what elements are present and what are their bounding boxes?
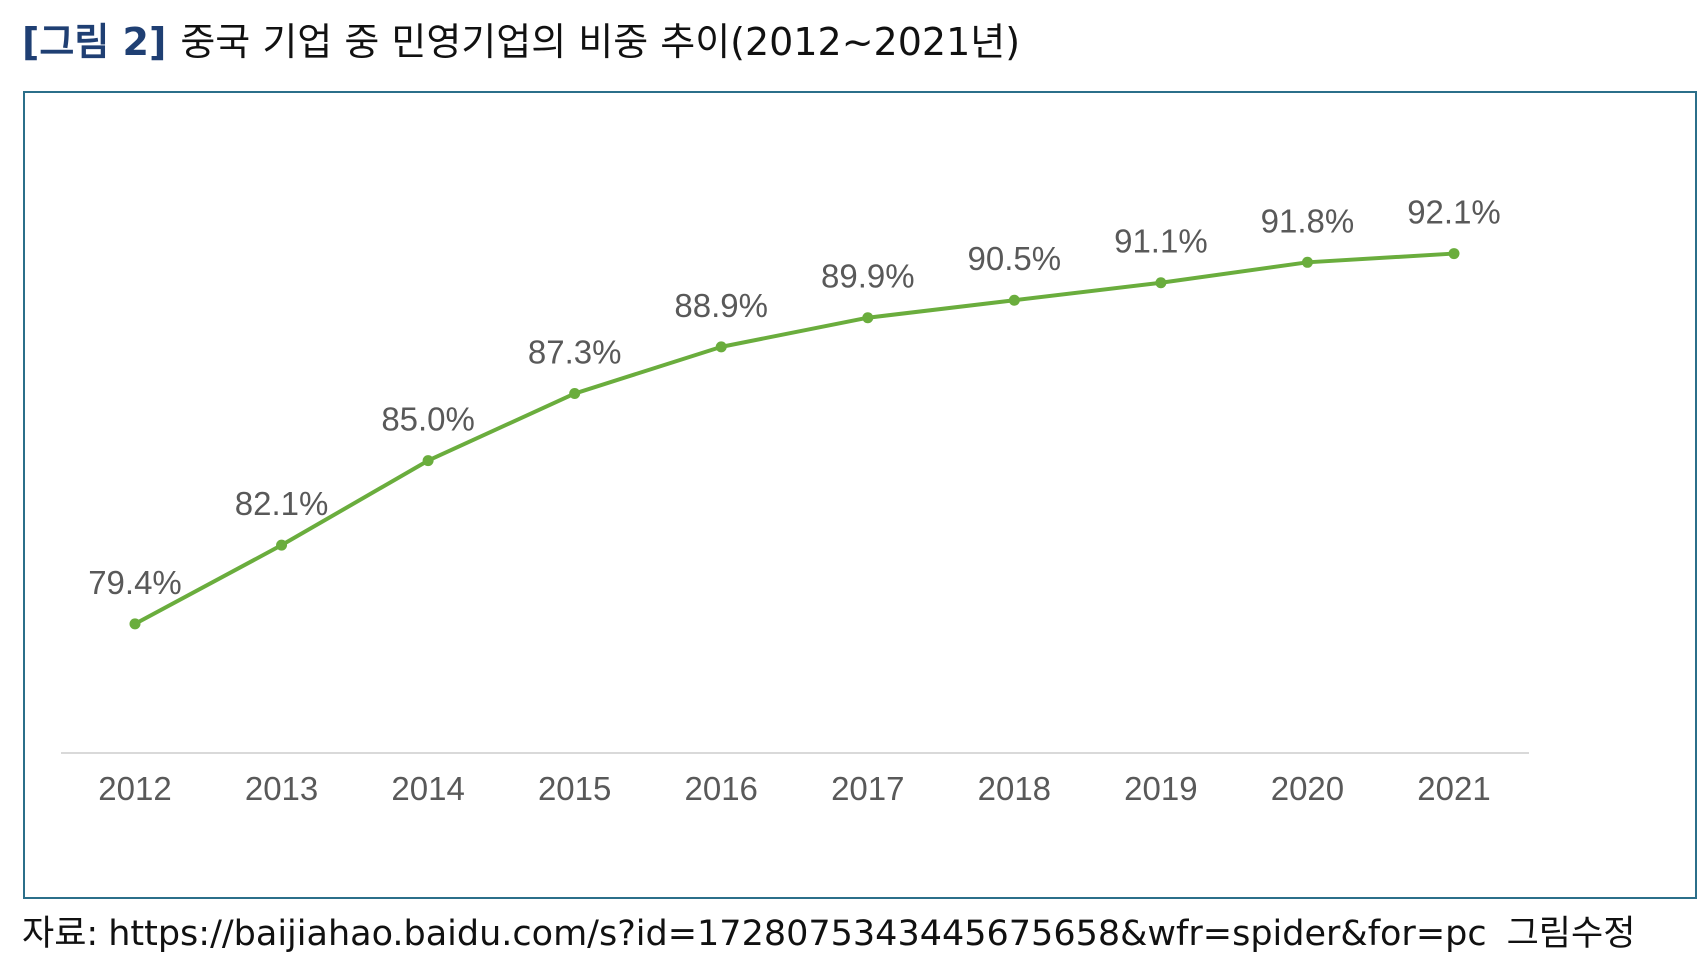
x-tick-label: 2017	[831, 770, 904, 807]
data-point	[1448, 248, 1460, 260]
data-point	[715, 341, 727, 353]
figure-title-text: 중국 기업 중 민영기업의 비중 추이(2012~2021년)	[180, 20, 1021, 64]
x-tick-label: 2013	[245, 770, 318, 807]
x-tick-label: 2012	[98, 770, 171, 807]
source-line: 자료: https://baijiahao.baidu.com/s?id=1728…	[22, 908, 1635, 960]
source-url: https://baijiahao.baidu.com/s?id=1728075…	[108, 914, 1487, 954]
source-note: 그림수정	[1506, 914, 1636, 954]
data-label: 90.5%	[968, 240, 1062, 277]
data-label: 92.1%	[1407, 194, 1501, 231]
data-label: 88.9%	[674, 287, 768, 324]
data-label: 85.0%	[381, 401, 475, 438]
x-tick-label: 2019	[1124, 770, 1197, 807]
series-line	[133, 251, 1456, 626]
data-label: 82.1%	[235, 485, 329, 522]
chart-frame: 2012 2013 2014 2015 2016 2017 2018 2019 2020 2021…	[23, 91, 1697, 899]
data-point	[1155, 277, 1167, 289]
data-label: 89.9%	[821, 258, 915, 295]
x-tick-label: 2015	[538, 770, 611, 807]
x-tick-label: 2014	[391, 770, 464, 807]
data-label: 91.8%	[1261, 202, 1355, 239]
x-tick-label: 2020	[1271, 770, 1344, 807]
data-point	[422, 455, 434, 467]
data-label: 87.3%	[528, 334, 622, 371]
data-point	[1008, 294, 1020, 306]
source-prefix: 자료:	[22, 914, 99, 954]
data-point	[129, 618, 141, 630]
x-tick-label: 2018	[978, 770, 1051, 807]
data-point	[569, 388, 581, 400]
line-chart: 2012 2013 2014 2015 2016 2017 2018 2019 2020 2021…	[61, 194, 1529, 807]
data-point	[862, 312, 874, 324]
data-point	[276, 539, 288, 551]
data-label: 91.1%	[1114, 223, 1208, 260]
figure-title: [그림 2] 중국 기업 중 민영기업의 비중 추이(2012~2021년)	[22, 14, 1020, 70]
x-tick-label: 2016	[685, 770, 758, 807]
data-point	[1301, 256, 1313, 268]
data-label: 79.4%	[88, 564, 182, 601]
x-tick-label: 2021	[1417, 770, 1490, 807]
figure-label: [그림 2]	[22, 20, 167, 64]
